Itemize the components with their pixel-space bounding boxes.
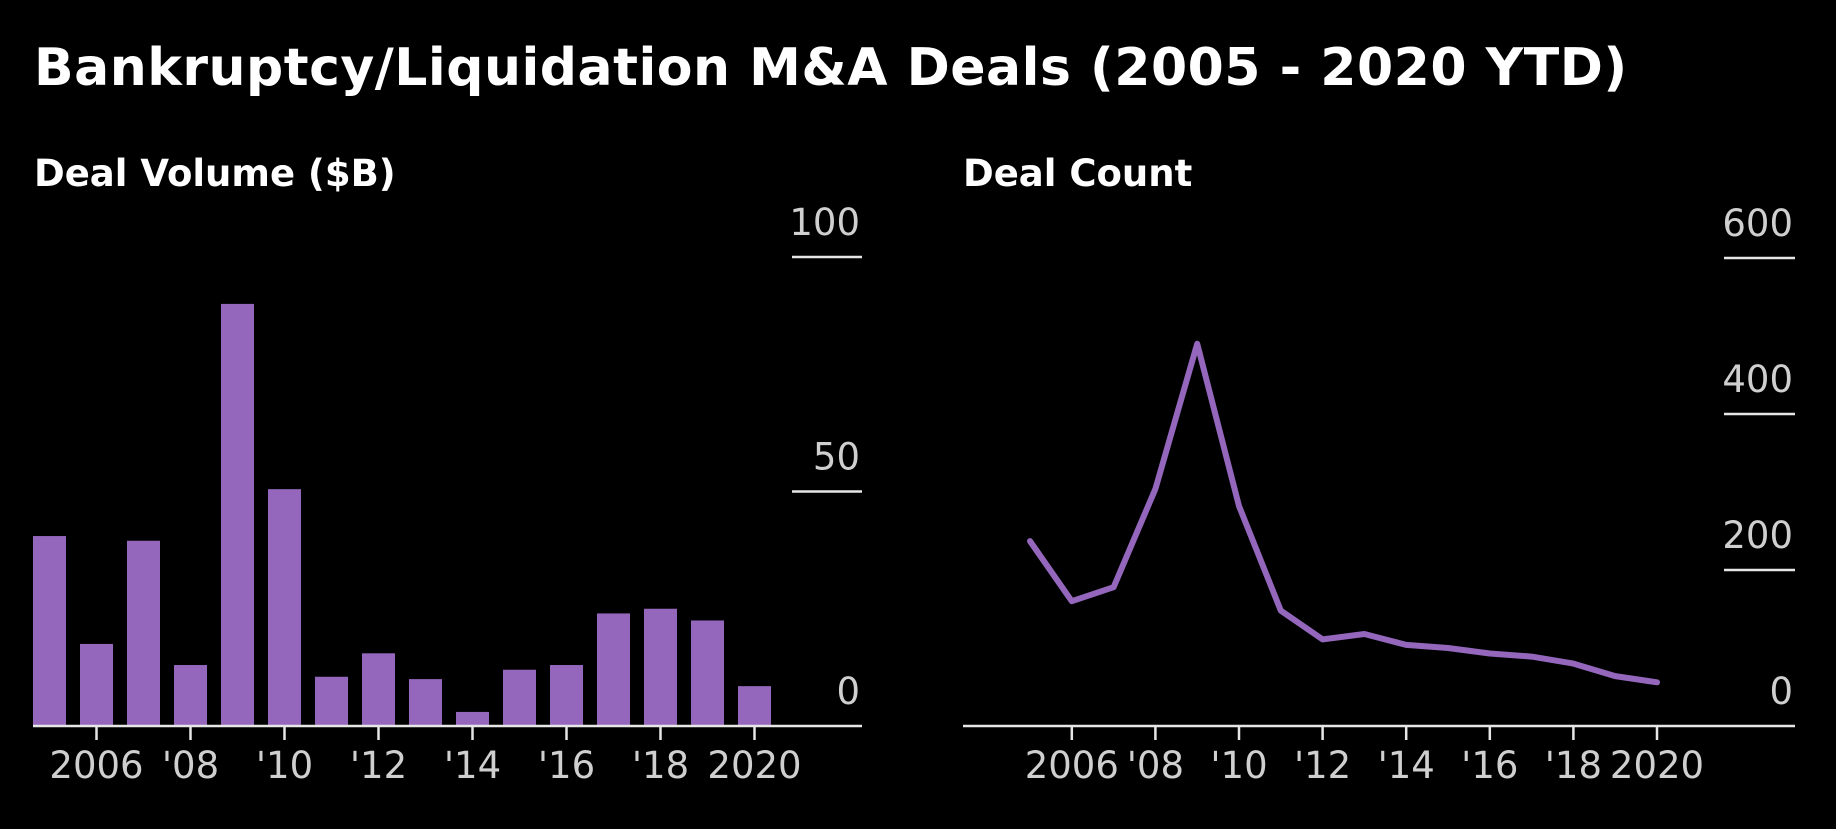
bar [409,679,442,726]
x-tick-label: '08 [162,744,219,787]
x-tick-label: '16 [1461,744,1518,787]
y-tick-label: 0 [836,670,860,713]
deal-volume-title: Deal Volume ($B) [34,152,396,195]
y-tick-label: 400 [1722,358,1793,401]
deal-count-title: Deal Count [963,152,1193,195]
bar [362,653,395,726]
x-tick-label: '18 [1545,744,1602,787]
x-tick-label: '10 [256,744,313,787]
bar [221,303,254,726]
bar [33,536,66,726]
bar [268,489,301,726]
x-tick-label: '12 [1294,744,1351,787]
x-tick-label: 2020 [707,744,801,787]
x-tick-label: 2006 [49,744,143,787]
chart-title: Bankruptcy/Liquidation M&A Deals (2005 -… [34,38,1628,98]
bar [174,665,207,726]
bar [691,620,724,726]
x-tick-label: '12 [350,744,407,787]
x-tick-label: '10 [1210,744,1267,787]
y-tick-label: 200 [1722,514,1793,557]
bar [456,711,489,726]
bar [597,613,630,726]
x-tick-label: '14 [444,744,501,787]
bar [315,676,348,726]
bar [644,608,677,726]
x-tick-label: 2020 [1610,744,1704,787]
bar [127,540,160,726]
y-tick-label: 100 [789,201,860,244]
x-tick-label: '14 [1378,744,1435,787]
bar [503,669,536,726]
bar [80,643,113,726]
x-tick-label: 2006 [1025,744,1119,787]
x-tick-label: '18 [632,744,689,787]
y-tick-label: 50 [813,436,860,479]
deal-count-line [1027,340,1660,686]
bar [550,665,583,726]
bar [738,686,771,726]
y-tick-label: 0 [1769,670,1793,713]
y-tick-label: 600 [1722,202,1793,245]
x-tick-label: '08 [1127,744,1184,787]
x-tick-label: '16 [538,744,595,787]
